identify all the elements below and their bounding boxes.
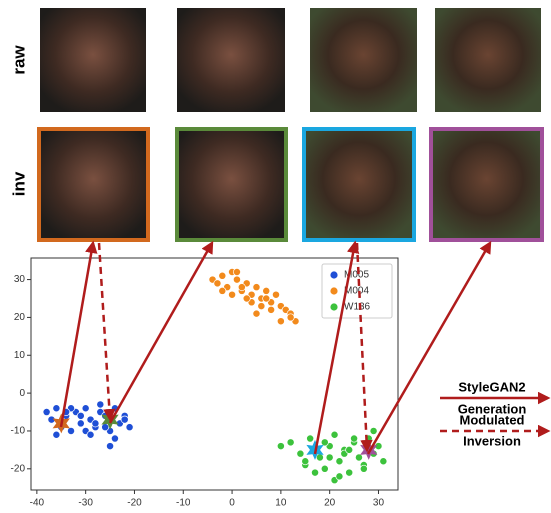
x-tick-label: 30 bbox=[373, 498, 385, 509]
point bbox=[213, 279, 222, 288]
point bbox=[42, 408, 51, 416]
annotation: Modulated bbox=[460, 412, 525, 427]
y-tick-label: 30 bbox=[14, 274, 26, 285]
y-tick-label: 0 bbox=[19, 388, 25, 399]
x-tick-label: -20 bbox=[127, 498, 142, 509]
point bbox=[379, 457, 388, 466]
photo bbox=[429, 127, 544, 242]
photo bbox=[177, 8, 285, 112]
point bbox=[335, 457, 344, 466]
point bbox=[120, 415, 129, 424]
point bbox=[76, 419, 85, 428]
point bbox=[345, 468, 354, 477]
x-tick-label: -30 bbox=[78, 498, 93, 509]
scatter-plot: -40 -30 -20 -10 0 10 20 30 -20 -10 0 10 20 30 M005 M004… bbox=[11, 263, 393, 509]
point bbox=[301, 457, 310, 466]
point bbox=[86, 430, 95, 439]
point bbox=[81, 404, 90, 413]
point bbox=[350, 434, 359, 443]
point bbox=[369, 427, 378, 435]
point bbox=[359, 464, 368, 473]
point bbox=[96, 400, 105, 409]
photo bbox=[175, 127, 288, 242]
arrow bbox=[355, 242, 373, 453]
legend-box bbox=[321, 263, 393, 319]
point bbox=[67, 427, 75, 435]
point bbox=[306, 434, 315, 443]
legend-label: M005 bbox=[344, 270, 369, 281]
legend-swatch bbox=[330, 271, 338, 279]
point bbox=[228, 290, 237, 299]
point bbox=[252, 309, 261, 318]
photo bbox=[37, 127, 150, 242]
photo bbox=[310, 8, 417, 112]
point bbox=[296, 449, 305, 458]
point bbox=[232, 268, 241, 276]
photo bbox=[40, 8, 146, 112]
point bbox=[325, 453, 334, 462]
x-tick-label: -40 bbox=[30, 498, 45, 509]
point bbox=[52, 430, 61, 439]
point bbox=[286, 313, 295, 322]
x-tick-label: -10 bbox=[176, 498, 191, 509]
point bbox=[315, 453, 324, 462]
point bbox=[91, 419, 100, 428]
arrow bbox=[108, 240, 214, 424]
point bbox=[106, 442, 115, 451]
arrow bbox=[366, 240, 492, 455]
photo bbox=[302, 127, 416, 242]
row-label: raw bbox=[9, 45, 28, 75]
point bbox=[286, 438, 295, 447]
point bbox=[355, 453, 363, 462]
row-label: inv bbox=[9, 171, 28, 196]
x-tick-label: 10 bbox=[275, 498, 287, 509]
point bbox=[125, 423, 134, 432]
point bbox=[272, 290, 280, 299]
legend-swatch bbox=[330, 303, 338, 311]
point bbox=[262, 294, 271, 303]
point bbox=[330, 430, 339, 439]
point bbox=[320, 464, 329, 473]
arrow bbox=[313, 240, 360, 455]
point bbox=[257, 302, 266, 311]
point bbox=[52, 404, 61, 413]
y-tick-label: 20 bbox=[14, 312, 26, 323]
point bbox=[242, 294, 251, 303]
arrows bbox=[59, 240, 551, 455]
point bbox=[335, 472, 344, 481]
point bbox=[252, 283, 261, 292]
annotation: Inversion bbox=[463, 433, 521, 448]
point bbox=[76, 411, 85, 420]
point bbox=[262, 286, 271, 295]
annotation: StyleGAN2 bbox=[458, 379, 525, 394]
legend-label: M004 bbox=[344, 286, 369, 297]
point bbox=[232, 275, 241, 284]
arrow bbox=[59, 240, 98, 428]
y-tick-label: 10 bbox=[14, 350, 26, 361]
point bbox=[267, 305, 276, 314]
y-tick-label: -20 bbox=[11, 463, 26, 474]
point bbox=[345, 445, 354, 454]
point bbox=[311, 468, 319, 477]
annotation: Generation bbox=[458, 401, 527, 416]
point bbox=[276, 317, 285, 326]
legend-swatch bbox=[330, 287, 338, 295]
legend-label: W136 bbox=[344, 302, 371, 313]
point bbox=[276, 442, 285, 451]
x-tick-label: 0 bbox=[229, 498, 235, 509]
point bbox=[101, 423, 110, 432]
point bbox=[218, 271, 227, 280]
point bbox=[218, 286, 227, 295]
photo bbox=[435, 8, 541, 112]
y-tick-label: -10 bbox=[11, 426, 26, 437]
arrow bbox=[97, 242, 116, 422]
point bbox=[320, 438, 329, 447]
point bbox=[110, 434, 119, 443]
x-tick-label: 20 bbox=[324, 498, 336, 509]
point bbox=[237, 283, 246, 292]
photos bbox=[37, 8, 544, 242]
